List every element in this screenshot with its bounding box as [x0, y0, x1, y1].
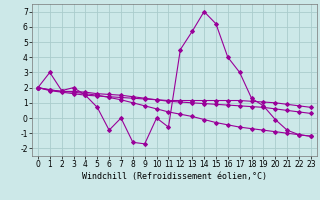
X-axis label: Windchill (Refroidissement éolien,°C): Windchill (Refroidissement éolien,°C)	[82, 172, 267, 181]
